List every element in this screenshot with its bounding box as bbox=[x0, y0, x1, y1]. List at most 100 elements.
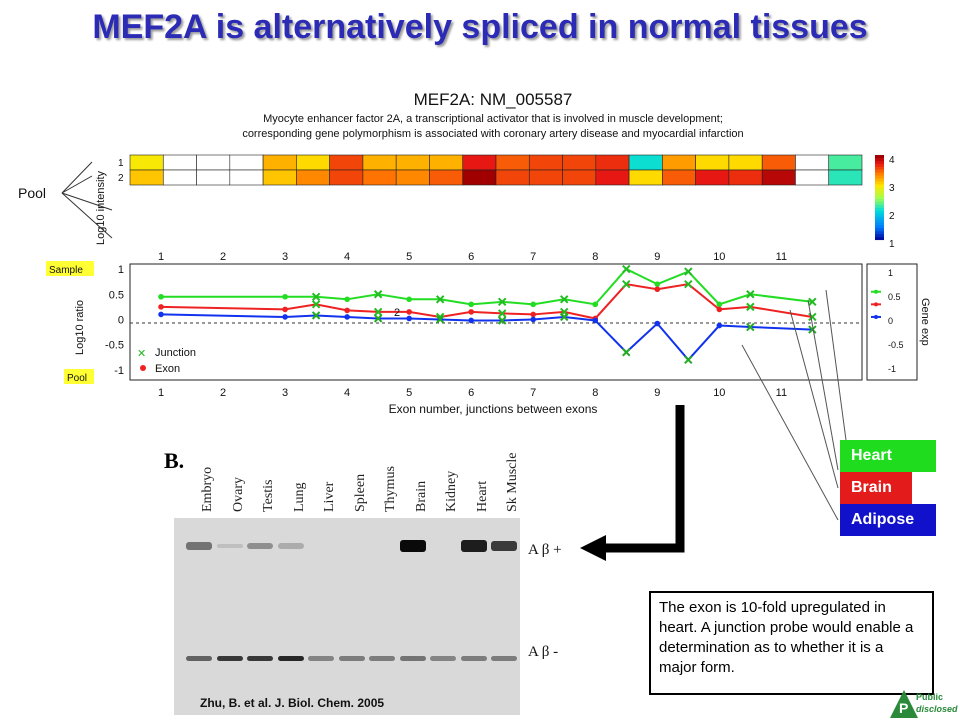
gel-lane-label: Thymus bbox=[383, 466, 398, 512]
right-marker-dot bbox=[874, 302, 878, 307]
heatmap-cell bbox=[462, 154, 497, 171]
heatmap-cell bbox=[262, 154, 297, 171]
colorbar-tick: 3 bbox=[889, 183, 895, 194]
gel-band-lower bbox=[430, 656, 456, 661]
heatmap-cell bbox=[429, 169, 464, 186]
colorbar-segment bbox=[875, 234, 884, 238]
heatmap-row-label: 2 bbox=[118, 173, 124, 184]
gel-band-lower bbox=[460, 656, 487, 661]
y-tick-label: -0.5 bbox=[105, 340, 124, 352]
colorbar-segment bbox=[875, 184, 884, 188]
colorbar-tick: 1 bbox=[889, 239, 895, 250]
exon-marker bbox=[468, 309, 474, 315]
gel-band-upper bbox=[216, 543, 243, 549]
junction-marker bbox=[497, 316, 507, 325]
callout-line-1 bbox=[741, 344, 839, 521]
right-panel-frame bbox=[866, 263, 918, 381]
plot-frame bbox=[129, 263, 863, 381]
heatmap-cell bbox=[795, 154, 830, 171]
heatmap-cell bbox=[828, 169, 863, 186]
y-tick-label: 1 bbox=[118, 264, 124, 276]
heatmap-cell bbox=[761, 154, 796, 171]
exon-marker bbox=[282, 314, 288, 320]
heatmap-cell bbox=[395, 154, 430, 171]
exon-marker bbox=[158, 304, 164, 310]
colorbar-segment bbox=[875, 169, 884, 174]
junction-marker bbox=[311, 292, 321, 301]
gel-band-lower bbox=[247, 656, 273, 661]
heatmap-cell bbox=[628, 169, 663, 186]
exon-marker bbox=[530, 301, 537, 308]
series-line-brain bbox=[160, 283, 813, 320]
right-marker-dot bbox=[874, 289, 878, 294]
junction-marker bbox=[373, 314, 383, 323]
exon-marker bbox=[406, 296, 412, 303]
exon-marker bbox=[282, 306, 288, 313]
right-tick-label: 1 bbox=[888, 268, 893, 278]
exon-marker bbox=[158, 311, 164, 318]
x-tick-label-top: 2 bbox=[220, 251, 226, 263]
colorbar-segment bbox=[875, 219, 884, 223]
right-marker-dot bbox=[874, 314, 878, 319]
colorbar-segment bbox=[875, 160, 884, 165]
gel-lane-label: Ovary bbox=[230, 477, 246, 512]
gel-band-upper bbox=[491, 541, 517, 551]
colorbar-segment bbox=[875, 190, 884, 194]
x-tick-label-bottom: 3 bbox=[282, 387, 288, 399]
exon-marker bbox=[716, 306, 723, 313]
pool-pointer-4 bbox=[61, 192, 113, 239]
big-arrow bbox=[580, 405, 685, 561]
gel-lane-label: Liver bbox=[322, 481, 337, 512]
heatmap-cell bbox=[296, 154, 330, 171]
x-tick-label-bottom: 1 bbox=[158, 387, 164, 399]
gel-band-lower bbox=[308, 656, 334, 661]
logo-triangle bbox=[890, 690, 918, 718]
heatmap-cell bbox=[229, 169, 264, 186]
gel-lane-label: Spleen bbox=[352, 473, 368, 512]
colorbar-segment bbox=[875, 178, 884, 182]
exon-marker bbox=[530, 311, 537, 318]
exon-marker bbox=[406, 309, 412, 315]
colorbar-segment bbox=[875, 175, 884, 179]
heatmap-cell bbox=[595, 154, 630, 171]
exon-marker bbox=[468, 317, 474, 324]
exon-marker bbox=[592, 301, 599, 308]
sample-label: Sample bbox=[49, 265, 83, 276]
heatmap-y-label: Log10 intensity bbox=[95, 171, 107, 245]
exon-marker bbox=[716, 322, 723, 329]
gel-lane-label: Heart bbox=[474, 480, 490, 512]
heatmap-row-label: 1 bbox=[118, 158, 124, 169]
series-line-adipose bbox=[160, 313, 813, 362]
x-tick-label-top: 6 bbox=[468, 251, 474, 263]
exon-marker bbox=[654, 281, 661, 287]
junction-marker bbox=[435, 295, 445, 304]
junction-marker bbox=[746, 322, 755, 332]
x-tick-label-top: 7 bbox=[530, 251, 536, 263]
x-axis-label: Exon number, junctions between exons bbox=[389, 402, 598, 416]
exon-marker bbox=[654, 286, 661, 293]
gel-lane-label: Lung bbox=[291, 482, 307, 512]
heatmap-cell bbox=[362, 154, 397, 171]
gel-lane-label: Brain bbox=[413, 480, 429, 512]
colorbar-segment bbox=[875, 237, 884, 241]
heatmap-cell bbox=[761, 169, 796, 186]
heatmap-cell bbox=[695, 154, 730, 171]
logo-text-disclosed: disclosed bbox=[916, 704, 958, 714]
junction-marker bbox=[622, 279, 631, 289]
exon-marker bbox=[344, 296, 350, 303]
marker-legend: ✕ Junction Exon bbox=[137, 347, 196, 375]
junction-marker bbox=[560, 312, 569, 322]
heatmap-cell bbox=[329, 169, 364, 186]
heatmap-cell bbox=[429, 154, 464, 171]
junction-marker bbox=[746, 302, 755, 312]
heatmap-cell bbox=[262, 169, 297, 186]
legend-adipose: Adipose bbox=[840, 504, 936, 536]
junction-marker bbox=[311, 311, 321, 320]
arrow-head bbox=[580, 535, 606, 561]
right-ticks: 1 0.5 0 -0.5 -1 bbox=[888, 268, 904, 374]
x-ticks-bottom: 1 2 3 4 5 6 7 8 9 10 11 bbox=[158, 387, 787, 399]
right-tick-label: -1 bbox=[888, 364, 896, 374]
colorbar-segment bbox=[875, 225, 884, 229]
heatmap-cell bbox=[628, 154, 663, 171]
